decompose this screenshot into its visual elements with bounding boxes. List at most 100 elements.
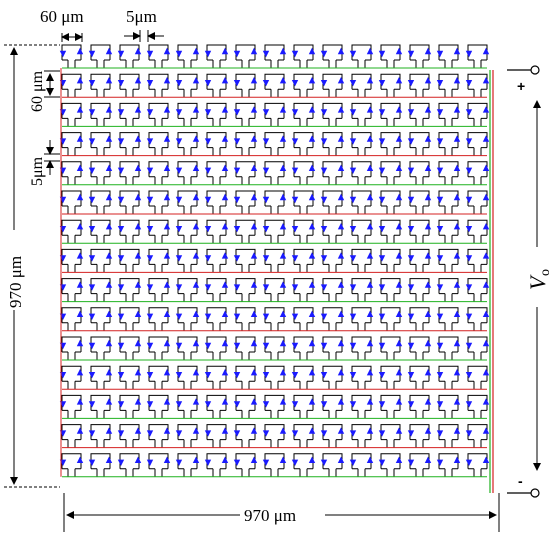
thermocouple-cell: [320, 132, 345, 156]
thermocouple-cell: [233, 248, 258, 273]
current-up-arrow-icon: [337, 281, 345, 288]
cell-outline: [235, 219, 256, 244]
thermocouple-cell: [146, 365, 171, 390]
current-down-arrow-icon: [117, 226, 125, 233]
current-down-arrow-icon: [407, 284, 415, 291]
cell-outline: [438, 307, 459, 331]
current-up-arrow-icon: [424, 193, 432, 201]
current-down-arrow-icon: [204, 459, 212, 466]
thermocouple-cell: [117, 336, 142, 360]
current-up-arrow-icon: [453, 339, 461, 347]
current-down-arrow-icon: [262, 313, 270, 320]
current-up-arrow-icon: [192, 339, 200, 347]
thermocouple-cell: [175, 336, 200, 360]
current-up-arrow-icon: [453, 106, 461, 113]
cell-height-label: 60 μm: [29, 70, 46, 112]
current-down-arrow-icon: [175, 196, 183, 204]
thermocouple-cell: [117, 394, 142, 419]
current-down-arrow-icon: [204, 284, 212, 291]
thermocouple-cell: [204, 132, 229, 156]
current-down-arrow-icon: [88, 372, 96, 379]
cell-outline: [467, 394, 488, 419]
cell-outline: [206, 394, 227, 419]
cell-outline: [409, 102, 430, 127]
current-down-arrow-icon: [407, 372, 415, 379]
cell-outline: [90, 336, 111, 360]
current-down-arrow-icon: [320, 109, 328, 116]
current-up-arrow-icon: [308, 106, 316, 113]
cell-outline: [264, 44, 285, 68]
current-down-arrow-icon: [436, 109, 444, 116]
current-up-arrow-icon: [366, 398, 374, 405]
cell-outline: [119, 365, 140, 390]
thermocouple-cell: [320, 394, 345, 419]
cell-outline: [148, 278, 169, 302]
current-down-arrow-icon: [378, 196, 386, 204]
thermocouple-cell: [175, 278, 200, 302]
current-down-arrow-icon: [88, 342, 96, 350]
cell-outline: [61, 102, 82, 127]
current-up-arrow-icon: [192, 456, 200, 463]
cell-outline: [409, 336, 430, 360]
thermocouple-cell: [291, 44, 316, 68]
current-down-arrow-icon: [146, 50, 154, 58]
current-up-arrow-icon: [279, 398, 287, 405]
thermocouple-cell: [146, 453, 171, 477]
current-down-arrow-icon: [88, 109, 96, 116]
current-down-arrow-icon: [233, 167, 241, 174]
thermocouple-cell: [204, 278, 229, 302]
current-down-arrow-icon: [175, 401, 183, 408]
cell-outline: [264, 278, 285, 302]
current-up-arrow-icon: [163, 252, 171, 259]
current-up-arrow-icon: [366, 369, 374, 376]
current-down-arrow-icon: [204, 430, 212, 437]
thermocouple-cell: [146, 278, 171, 302]
current-up-arrow-icon: [308, 310, 316, 317]
current-down-arrow-icon: [146, 255, 154, 262]
cell-outline: [235, 161, 256, 185]
current-down-arrow-icon: [349, 459, 357, 466]
current-up-arrow-icon: [250, 223, 258, 230]
current-down-arrow-icon: [349, 50, 357, 58]
current-down-arrow-icon: [175, 50, 183, 58]
cell-outline: [293, 219, 314, 244]
current-up-arrow-icon: [453, 398, 461, 405]
current-up-arrow-icon: [395, 398, 403, 405]
thermocouple-cell: [59, 365, 84, 390]
cell-outline: [467, 219, 488, 244]
current-down-arrow-icon: [233, 372, 241, 379]
current-up-arrow-icon: [279, 106, 287, 113]
current-up-arrow-icon: [482, 193, 490, 201]
thermocouple-cell: [59, 424, 84, 448]
current-down-arrow-icon: [320, 167, 328, 174]
current-down-arrow-icon: [175, 109, 183, 116]
current-up-arrow-icon: [134, 106, 142, 113]
cell-outline: [322, 73, 343, 98]
current-down-arrow-icon: [291, 109, 299, 116]
cell-outline: [351, 453, 372, 477]
cell-outline: [322, 161, 343, 185]
current-up-arrow-icon: [453, 223, 461, 230]
current-down-arrow-icon: [262, 226, 270, 233]
current-up-arrow-icon: [279, 135, 287, 142]
cell-outline: [380, 73, 401, 98]
thermocouple-cell: [349, 424, 374, 448]
current-up-arrow-icon: [105, 47, 113, 55]
current-down-arrow-icon: [233, 430, 241, 437]
current-up-arrow-icon: [76, 193, 84, 201]
thermocouple-cell: [378, 132, 403, 156]
current-up-arrow-icon: [192, 77, 200, 84]
thermocouple-cell: [59, 190, 84, 214]
thermocouple-cell: [146, 307, 171, 331]
current-up-arrow-icon: [395, 339, 403, 347]
cell-outline: [438, 190, 459, 214]
current-down-arrow-icon: [436, 226, 444, 233]
cell-outline: [467, 453, 488, 477]
current-down-arrow-icon: [320, 372, 328, 379]
current-up-arrow-icon: [308, 427, 316, 434]
current-up-arrow-icon: [337, 164, 345, 171]
current-up-arrow-icon: [105, 164, 113, 171]
cell-outline: [293, 336, 314, 360]
current-up-arrow-icon: [105, 456, 113, 463]
thermocouple-cell: [175, 453, 200, 477]
